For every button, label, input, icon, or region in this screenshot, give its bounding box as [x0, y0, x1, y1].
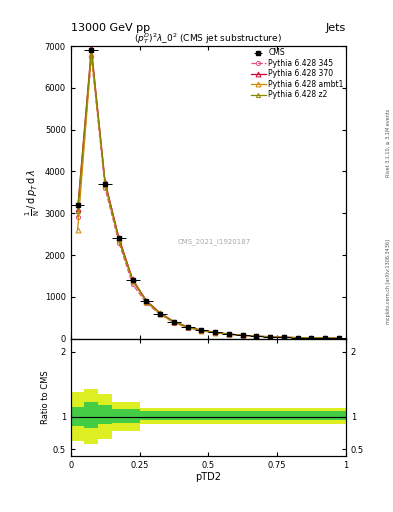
Y-axis label: Ratio to CMS: Ratio to CMS [41, 370, 50, 424]
Pythia 6.428 ambt1 [158, 311, 163, 317]
Pythia 6.428 ambt1 [130, 278, 135, 284]
Pythia 6.428 ambt1 [336, 335, 341, 342]
Pythia 6.428 345 [144, 300, 149, 306]
X-axis label: pTD2: pTD2 [195, 472, 221, 482]
Pythia 6.428 ambt1 [254, 333, 259, 339]
Text: Jets: Jets [325, 23, 346, 33]
Pythia 6.428 345 [171, 319, 176, 326]
Pythia 6.428 345 [103, 185, 108, 191]
Pythia 6.428 370 [213, 329, 218, 335]
Line: Pythia 6.428 370: Pythia 6.428 370 [75, 46, 342, 340]
Pythia 6.428 z2 [309, 335, 314, 341]
Title: $(p_T^D)^2\lambda\_0^2$ (CMS jet substructure): $(p_T^D)^2\lambda\_0^2$ (CMS jet substru… [134, 31, 282, 46]
Pythia 6.428 345 [158, 311, 163, 317]
Pythia 6.428 z2 [171, 319, 176, 325]
Pythia 6.428 370 [295, 334, 300, 340]
Pythia 6.428 370 [254, 333, 259, 339]
Pythia 6.428 z2 [295, 334, 300, 340]
Pythia 6.428 z2 [268, 334, 272, 340]
Pythia 6.428 z2 [281, 334, 286, 340]
Pythia 6.428 z2 [336, 335, 341, 342]
Pythia 6.428 ambt1 [116, 238, 121, 244]
Pythia 6.428 345 [323, 335, 328, 342]
Text: mcplots.cern.ch [arXiv:1306.3436]: mcplots.cern.ch [arXiv:1306.3436] [386, 239, 391, 324]
Pythia 6.428 z2 [89, 47, 94, 53]
Pythia 6.428 z2 [158, 310, 163, 316]
Pythia 6.428 345 [336, 335, 341, 342]
Pythia 6.428 ambt1 [199, 328, 204, 334]
Pythia 6.428 z2 [254, 333, 259, 339]
Pythia 6.428 345 [213, 330, 218, 336]
Text: Rivet 3.1.10, ≥ 3.1M events: Rivet 3.1.10, ≥ 3.1M events [386, 109, 391, 178]
Pythia 6.428 ambt1 [75, 227, 80, 233]
Pythia 6.428 ambt1 [226, 331, 231, 337]
Pythia 6.428 345 [281, 334, 286, 340]
Pythia 6.428 z2 [130, 277, 135, 283]
Pythia 6.428 z2 [185, 324, 190, 330]
Pythia 6.428 370 [281, 334, 286, 340]
Pythia 6.428 345 [268, 334, 272, 340]
Pythia 6.428 345 [309, 335, 314, 341]
Pythia 6.428 345 [226, 331, 231, 337]
Pythia 6.428 z2 [323, 335, 328, 341]
Pythia 6.428 370 [336, 335, 341, 342]
Pythia 6.428 z2 [144, 298, 149, 304]
Pythia 6.428 370 [226, 331, 231, 337]
Pythia 6.428 ambt1 [213, 330, 218, 336]
Pythia 6.428 370 [103, 179, 108, 185]
Pythia 6.428 370 [116, 234, 121, 241]
Pythia 6.428 370 [199, 327, 204, 333]
Pythia 6.428 370 [268, 334, 272, 340]
Pythia 6.428 ambt1 [103, 182, 108, 188]
Pythia 6.428 370 [185, 324, 190, 330]
Text: 13000 GeV pp: 13000 GeV pp [71, 23, 150, 33]
Pythia 6.428 345 [130, 281, 135, 287]
Pythia 6.428 345 [89, 53, 94, 59]
Pythia 6.428 z2 [116, 236, 121, 242]
Pythia 6.428 345 [116, 240, 121, 246]
Pythia 6.428 ambt1 [89, 51, 94, 57]
Pythia 6.428 370 [75, 206, 80, 212]
Line: Pythia 6.428 ambt1: Pythia 6.428 ambt1 [75, 52, 342, 341]
Pythia 6.428 370 [309, 335, 314, 341]
Legend: CMS, Pythia 6.428 345, Pythia 6.428 370, Pythia 6.428 ambt1, Pythia 6.428 z2: CMS, Pythia 6.428 345, Pythia 6.428 370,… [251, 48, 343, 99]
Pythia 6.428 ambt1 [295, 335, 300, 341]
Line: Pythia 6.428 345: Pythia 6.428 345 [75, 54, 341, 340]
Y-axis label: $\frac{1}{\mathrm{N}}\,/\,\mathrm{d}\,p_T\,\mathrm{d}\,\lambda$: $\frac{1}{\mathrm{N}}\,/\,\mathrm{d}\,p_… [24, 169, 42, 216]
Pythia 6.428 370 [158, 310, 163, 316]
Pythia 6.428 370 [89, 45, 94, 51]
Pythia 6.428 370 [240, 332, 245, 338]
Pythia 6.428 z2 [199, 327, 204, 333]
Pythia 6.428 370 [323, 335, 328, 341]
Pythia 6.428 z2 [103, 180, 108, 186]
Pythia 6.428 z2 [75, 208, 80, 214]
Pythia 6.428 370 [144, 297, 149, 304]
Pythia 6.428 345 [199, 328, 204, 334]
Text: CMS_2021_I1920187: CMS_2021_I1920187 [177, 239, 250, 245]
Pythia 6.428 370 [130, 276, 135, 283]
Pythia 6.428 ambt1 [281, 334, 286, 340]
Pythia 6.428 ambt1 [144, 299, 149, 305]
Line: Pythia 6.428 z2: Pythia 6.428 z2 [75, 48, 341, 340]
Pythia 6.428 ambt1 [323, 335, 328, 341]
Pythia 6.428 345 [240, 332, 245, 338]
Pythia 6.428 345 [295, 335, 300, 341]
Pythia 6.428 345 [75, 215, 80, 221]
Pythia 6.428 370 [171, 318, 176, 325]
Pythia 6.428 z2 [213, 329, 218, 335]
Pythia 6.428 z2 [226, 331, 231, 337]
Pythia 6.428 ambt1 [240, 332, 245, 338]
Pythia 6.428 ambt1 [309, 335, 314, 341]
Pythia 6.428 345 [185, 325, 190, 331]
Pythia 6.428 ambt1 [171, 319, 176, 326]
Pythia 6.428 ambt1 [268, 334, 272, 340]
Pythia 6.428 ambt1 [185, 324, 190, 330]
Pythia 6.428 345 [254, 333, 259, 339]
Pythia 6.428 z2 [240, 332, 245, 338]
